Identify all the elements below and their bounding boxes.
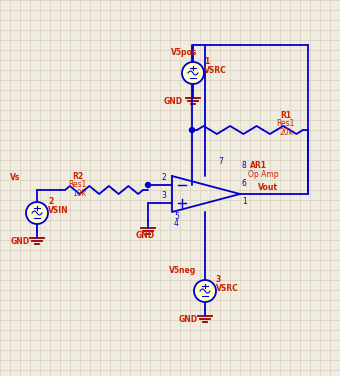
Text: 1: 1	[242, 197, 247, 206]
Text: VSIN: VSIN	[48, 206, 69, 215]
Text: 1: 1	[204, 57, 209, 66]
Text: 6: 6	[242, 179, 247, 188]
Text: GND: GND	[11, 237, 30, 246]
Circle shape	[182, 62, 204, 84]
Circle shape	[194, 280, 216, 302]
Text: Res1: Res1	[68, 180, 86, 189]
Text: V5neg: V5neg	[169, 266, 196, 275]
Text: R2: R2	[72, 172, 83, 181]
Text: 2: 2	[161, 173, 166, 182]
Circle shape	[189, 127, 194, 132]
Text: Op Amp: Op Amp	[248, 170, 278, 179]
Text: 3: 3	[216, 275, 221, 284]
Text: GND: GND	[164, 97, 183, 106]
Text: V5pos: V5pos	[171, 48, 198, 57]
Circle shape	[146, 182, 151, 188]
Text: Res1: Res1	[276, 119, 294, 128]
Circle shape	[26, 202, 48, 224]
Text: VSRC: VSRC	[204, 66, 227, 75]
Text: Vs: Vs	[10, 173, 20, 182]
Text: Vout: Vout	[258, 183, 278, 192]
Text: 8: 8	[242, 161, 247, 170]
Text: 7: 7	[218, 157, 223, 166]
Text: GND: GND	[179, 315, 198, 324]
Text: R1: R1	[280, 111, 291, 120]
Text: 20k: 20k	[280, 128, 294, 137]
Text: VSRC: VSRC	[216, 284, 239, 293]
Text: 2: 2	[48, 197, 53, 206]
Text: 4: 4	[174, 219, 179, 228]
Text: GND: GND	[136, 231, 155, 240]
Text: 5: 5	[174, 212, 179, 221]
Text: 10k: 10k	[72, 189, 86, 198]
Text: AR1: AR1	[250, 161, 267, 170]
Text: 3: 3	[161, 191, 166, 200]
